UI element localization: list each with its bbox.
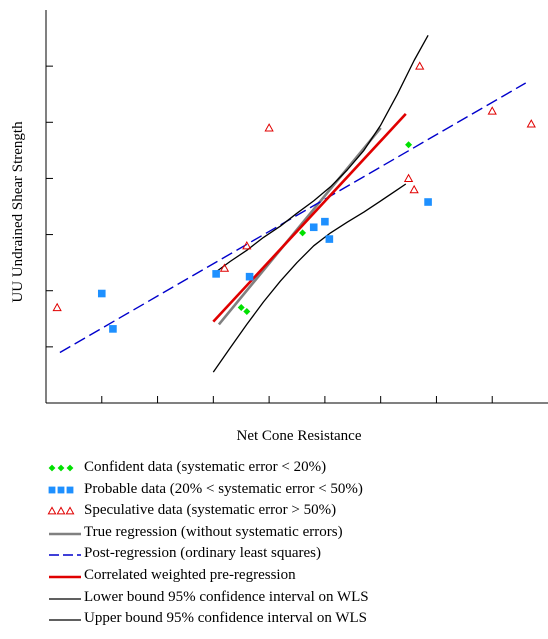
legend-item: Probable data (20% < systematic error < … bbox=[46, 479, 516, 501]
diamond-point-1-1 bbox=[237, 304, 245, 312]
chart-axes bbox=[45, 10, 548, 404]
legend-label: Speculative data (systematic error > 50%… bbox=[84, 502, 337, 519]
legend-symbol bbox=[49, 597, 81, 600]
legend-label: True regression (without systematic erro… bbox=[84, 523, 343, 540]
square-point-2-7 bbox=[325, 235, 334, 243]
chart-lines bbox=[59, 34, 527, 373]
diamond-point-1-3 bbox=[299, 229, 307, 237]
legend-symbol bbox=[49, 575, 81, 579]
legend-label: Probable data (20% < systematic error < … bbox=[84, 480, 363, 497]
legend-symbol bbox=[48, 464, 74, 472]
legend-symbol bbox=[47, 506, 75, 515]
legend-symbol bbox=[49, 619, 81, 621]
y-axis-label: UU Undrained Shear Strength bbox=[10, 121, 26, 303]
legend: Confident data (systematic error < 20%) P… bbox=[46, 457, 516, 630]
legend-symbol bbox=[49, 554, 81, 557]
triangle-point-3-1 bbox=[52, 302, 62, 312]
legend-label: Lower bound 95% confidence interval on W… bbox=[84, 588, 369, 605]
square-point-2-2 bbox=[109, 325, 117, 333]
square-point-2-6 bbox=[321, 217, 329, 226]
triangle-point-3-5 bbox=[403, 173, 414, 182]
legend-marker-2 bbox=[57, 464, 65, 472]
legend-item: Upper bound 95% confidence interval on W… bbox=[46, 608, 516, 630]
legend-item: Correlated weighted pre-regression bbox=[46, 565, 516, 587]
square-point-2-3 bbox=[212, 270, 220, 278]
series-line-3 bbox=[212, 113, 407, 323]
square-point-2-8 bbox=[424, 198, 432, 206]
legend-label: Confident data (systematic error < 20%) bbox=[84, 459, 327, 475]
legend-label: Correlated weighted pre-regression bbox=[84, 566, 296, 583]
square-point-2-4 bbox=[245, 272, 254, 281]
triangle-point-3-3 bbox=[242, 240, 252, 250]
legend-marker-1 bbox=[47, 506, 57, 515]
triangle-point-3-4 bbox=[264, 123, 274, 132]
legend-marker-2 bbox=[57, 486, 65, 493]
x-axis-label: Net Cone Resistance bbox=[237, 428, 362, 444]
triangle-point-3-9 bbox=[526, 119, 536, 128]
diamond-point-1-2 bbox=[243, 307, 251, 315]
legend-label: Post-regression (ordinary least squares) bbox=[84, 545, 322, 562]
series-line-1 bbox=[217, 127, 382, 326]
series-line-4 bbox=[212, 183, 407, 373]
series-line-5 bbox=[212, 34, 429, 275]
triangle-point-3-2 bbox=[219, 263, 230, 272]
square-point-2-1 bbox=[97, 289, 106, 298]
legend-marker-1 bbox=[48, 464, 56, 472]
legend-item: Speculative data (systematic error > 50%… bbox=[46, 500, 516, 522]
legend-symbol bbox=[48, 486, 74, 493]
diamond-point-1-4 bbox=[405, 141, 413, 149]
legend-item: True regression (without systematic erro… bbox=[46, 522, 516, 544]
legend-marker-3 bbox=[66, 464, 74, 472]
triangle-point-3-8 bbox=[487, 106, 497, 115]
series-line-2 bbox=[59, 82, 527, 354]
triangle-point-3-7 bbox=[415, 61, 425, 70]
legend-item: Lower bound 95% confidence interval on W… bbox=[46, 587, 516, 609]
legend-item: Post-regression (ordinary least squares) bbox=[46, 543, 516, 565]
legend-marker-3 bbox=[65, 506, 75, 515]
triangle-point-3-6 bbox=[409, 184, 419, 194]
legend-marker-2 bbox=[56, 506, 66, 515]
legend-label: Upper bound 95% confidence interval on W… bbox=[84, 610, 367, 627]
legend-marker-1 bbox=[48, 486, 56, 493]
square-point-2-5 bbox=[309, 223, 318, 232]
legend-symbol bbox=[49, 532, 81, 536]
legend-item: Confident data (systematic error < 20%) bbox=[46, 457, 516, 479]
legend-marker-3 bbox=[66, 486, 74, 493]
chart-points bbox=[52, 61, 536, 333]
